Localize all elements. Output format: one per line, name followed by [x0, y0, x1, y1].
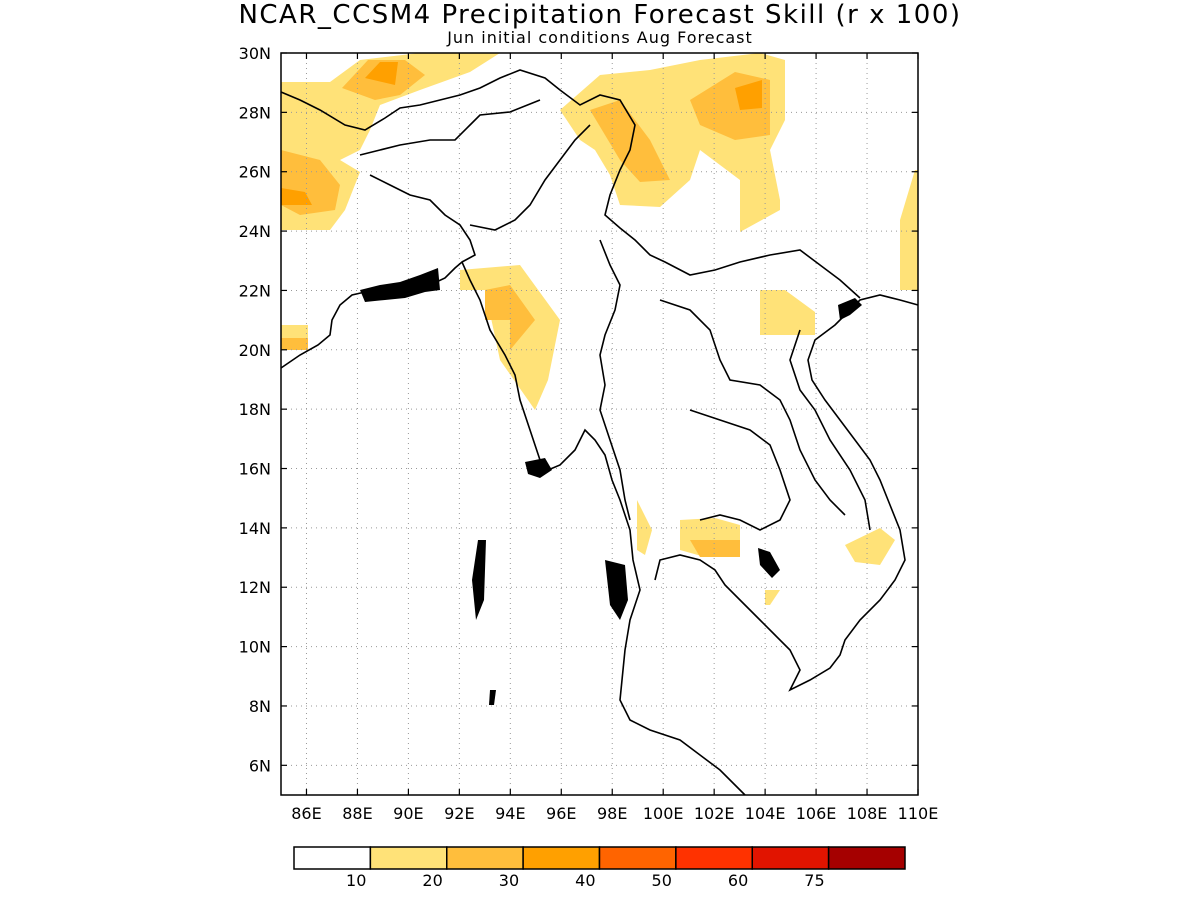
colorbar-swatch	[675, 846, 753, 870]
border-china	[280, 69, 861, 299]
x-tick-label: 102E	[694, 804, 735, 823]
border-laos	[659, 299, 846, 516]
y-tick-label: 10N	[239, 638, 271, 657]
colorbar-swatch	[827, 846, 906, 870]
x-tick-label: 100E	[643, 804, 684, 823]
skill-region-northeast-core	[590, 100, 670, 182]
border-bangladesh	[369, 174, 476, 263]
border-nepal-bhutan	[359, 99, 541, 156]
skill-region-myanmar-west-core	[485, 285, 535, 350]
colorbar-swatch	[598, 846, 677, 870]
y-tick-label: 26N	[239, 163, 271, 182]
y-tick-label: 12N	[239, 578, 271, 597]
sundarbans-detail	[360, 268, 440, 302]
colorbar-label: 60	[728, 871, 748, 890]
y-tick-label: 8N	[249, 697, 271, 716]
colorbar-swatch	[522, 846, 601, 870]
x-tick-label: 108E	[847, 804, 888, 823]
chart-subtitle: Jun initial conditions Aug Forecast	[447, 28, 753, 47]
y-tick-label: 14N	[239, 519, 271, 538]
colorbar-label: 40	[575, 871, 595, 890]
colorbar-label: 20	[422, 871, 442, 890]
skill-region-northwest-core-2	[365, 62, 398, 85]
colorbar-swatch	[751, 846, 830, 870]
skill-region-thailand-core	[690, 540, 740, 557]
skill-contours	[281, 53, 918, 605]
skill-region-laos	[760, 290, 815, 335]
colorbar-label: 10	[346, 871, 366, 890]
x-tick-label: 90E	[393, 804, 423, 823]
colorbar-label: 75	[804, 871, 824, 890]
gulf-of-tonkin-detail	[838, 298, 862, 320]
coastlines	[280, 69, 919, 796]
skill-region-east-edge	[900, 170, 918, 290]
border-vietnam	[789, 329, 871, 531]
coastline-gulf-thailand	[654, 294, 919, 692]
border-india-northeast	[469, 124, 591, 231]
chart-title: NCAR_CCSM4 Precipitation Forecast Skill …	[238, 0, 962, 30]
tonle-sap-detail	[758, 548, 780, 578]
x-tick-label: 104E	[745, 804, 786, 823]
colorbar: 10 20 30 40 50 60 75	[293, 846, 906, 890]
skill-region-northeast-core-3	[735, 80, 762, 110]
skill-region-vietnam	[845, 528, 895, 565]
coastal-detail	[360, 268, 862, 705]
x-tick-label: 110E	[898, 804, 939, 823]
axes: 86E 88E 90E 92E 94E 96E 98E 100E 102E 104E 106E 108…	[239, 44, 939, 823]
border-thailand-cambodia	[689, 409, 791, 531]
y-tick-label: 20N	[239, 341, 271, 360]
y-tick-label: 18N	[239, 400, 271, 419]
skill-region-cambodia	[765, 590, 780, 605]
colorbar-label: 30	[499, 871, 519, 890]
y-tick-label: 28N	[239, 103, 271, 122]
mergui-archipelago-detail	[605, 560, 628, 620]
x-tick-label: 94E	[495, 804, 525, 823]
x-tick-label: 96E	[546, 804, 576, 823]
x-tick-label: 106E	[796, 804, 837, 823]
x-tick-label: 98E	[597, 804, 627, 823]
skill-region-thailand-west	[637, 500, 652, 555]
y-tick-label: 6N	[249, 756, 271, 775]
colorbar-swatch	[293, 846, 372, 870]
skill-region-west-core-2	[281, 188, 312, 205]
y-tick-label: 22N	[239, 281, 271, 300]
y-tick-label: 30N	[239, 44, 271, 63]
nicobar-islands-detail	[489, 690, 496, 705]
colorbar-swatch	[446, 846, 524, 870]
x-tick-label: 92E	[444, 804, 474, 823]
x-tick-label: 88E	[342, 804, 372, 823]
colorbar-swatch	[369, 846, 448, 870]
x-tick-label: 86E	[291, 804, 321, 823]
map-frame	[280, 52, 919, 796]
colorbar-label: 50	[652, 871, 672, 890]
irrawaddy-delta-detail	[525, 458, 552, 478]
y-tick-label: 24N	[239, 222, 271, 241]
skill-region-bay-strip-core	[281, 338, 308, 350]
y-tick-label: 16N	[239, 460, 271, 479]
andaman-islands-detail	[472, 540, 486, 620]
border-myanmar-east	[599, 239, 631, 521]
